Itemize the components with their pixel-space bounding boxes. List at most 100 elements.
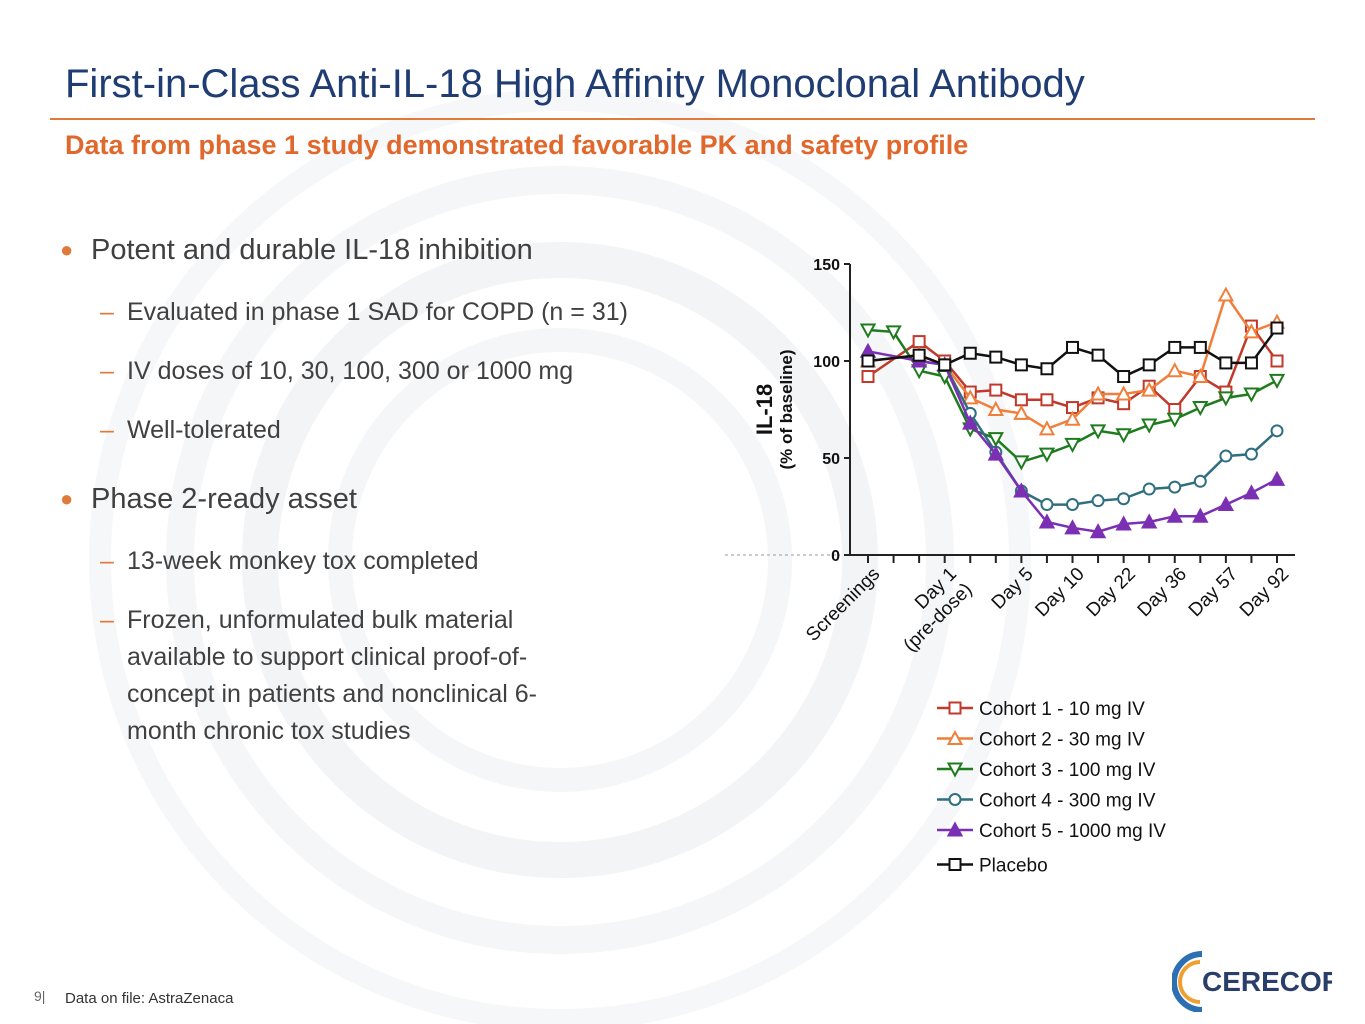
data-point	[1115, 428, 1132, 444]
series-line	[867, 323, 1279, 412]
legend-marker	[946, 729, 964, 745]
data-point	[1168, 340, 1182, 354]
data-point	[1115, 515, 1132, 531]
data-point	[938, 358, 952, 372]
data-point	[1270, 424, 1284, 438]
data-point	[1243, 387, 1260, 403]
sub-bullet-text: Evaluated in phase 1 SAD for COPD (n = 3…	[127, 298, 628, 326]
data-point	[989, 350, 1003, 364]
bullet-item: ● Potent and durable IL-18 inhibition	[60, 228, 700, 272]
y-axis-title: IL-18	[752, 384, 777, 435]
legend-item: Cohort 3 - 100 mg IV	[937, 760, 1156, 781]
data-point	[1192, 507, 1209, 523]
dash-icon: –	[100, 416, 114, 444]
data-point	[1064, 519, 1081, 535]
data-point	[1243, 484, 1260, 500]
x-tick-label: Day 10	[1031, 564, 1088, 621]
y-axis-subtitle: (% of baseline)	[777, 350, 796, 470]
data-point	[1166, 362, 1183, 378]
data-point	[1064, 437, 1081, 454]
sub-bullet-text: Frozen, unformulated bulk material avail…	[127, 606, 537, 745]
data-point	[1115, 385, 1132, 401]
data-point	[1268, 373, 1286, 389]
y-tick-label: 50	[822, 451, 840, 468]
data-point	[1040, 362, 1054, 376]
data-point	[1193, 474, 1207, 488]
data-point	[1166, 412, 1183, 428]
bullet-item: ● Phase 2-ready asset	[60, 477, 700, 521]
sub-bullet-item: – 13-week monkey tox completed	[60, 543, 700, 580]
data-point	[987, 432, 1004, 448]
dash-icon: –	[100, 298, 114, 326]
series-6	[861, 321, 1284, 384]
sub-bullet-item: – IV doses of 10, 30, 100, 300 or 1000 m…	[60, 353, 700, 390]
y-tick-label: 100	[813, 354, 840, 371]
data-point	[1091, 494, 1105, 508]
x-tick-label-group: Screenings	[802, 564, 884, 646]
x-tick-label: Day 57	[1185, 564, 1242, 621]
sub-bullet-item: – Well-tolerated	[60, 412, 700, 449]
legend-item: Cohort 1 - 10 mg IV	[937, 699, 1145, 720]
data-point	[1014, 358, 1028, 372]
legend-label: Cohort 5 - 1000 mg IV	[979, 821, 1166, 842]
data-point	[1038, 447, 1056, 463]
legend-item: Cohort 4 - 300 mg IV	[937, 791, 1156, 812]
slide-subtitle: Data from phase 1 study demonstrated fav…	[65, 130, 969, 160]
legend-label: Cohort 3 - 100 mg IV	[979, 760, 1156, 781]
data-point	[1166, 507, 1183, 523]
series-3	[859, 323, 1286, 471]
data-point	[1117, 492, 1131, 506]
sub-bullet-item: – Evaluated in phase 1 SAD for COPD (n =…	[60, 294, 700, 331]
data-point	[1038, 513, 1056, 529]
data-point	[1219, 356, 1233, 370]
data-point	[1089, 523, 1107, 539]
data-point	[912, 335, 926, 349]
data-point	[1040, 498, 1054, 512]
data-point	[1243, 323, 1260, 339]
data-point	[861, 354, 875, 368]
data-point	[1091, 348, 1105, 362]
data-point	[1141, 418, 1158, 434]
legend-label: Placebo	[979, 856, 1048, 877]
data-point	[1217, 391, 1235, 407]
x-tick-label: Day 36	[1134, 564, 1191, 621]
data-point	[1244, 447, 1258, 461]
data-point	[1014, 393, 1028, 407]
data-point	[861, 370, 875, 384]
data-point	[1142, 482, 1156, 496]
y-tick-label: 150	[813, 257, 840, 274]
legend-item: Placebo	[937, 856, 1048, 877]
data-point	[1244, 356, 1258, 370]
series-line	[867, 327, 1279, 378]
data-point	[1168, 480, 1182, 494]
data-point	[1064, 410, 1081, 426]
data-point	[912, 348, 926, 362]
legend-item: Cohort 5 - 1000 mg IV	[937, 821, 1166, 842]
x-tick-label-group: Day 92	[1236, 564, 1293, 621]
data-point	[885, 325, 902, 341]
data-point	[989, 383, 1003, 397]
data-point	[1217, 286, 1235, 302]
sub-bullet-text: Well-tolerated	[127, 416, 281, 444]
data-point	[1089, 385, 1107, 401]
sub-bullet-text: 13-week monkey tox completed	[127, 547, 479, 575]
data-point	[1066, 340, 1079, 354]
bullet-list: ● Potent and durable IL-18 inhibition – …	[60, 228, 700, 750]
data-point	[1193, 340, 1207, 354]
legend-marker	[948, 701, 962, 715]
slide-title: First-in-Class Anti-IL-18 High Affinity …	[65, 62, 1085, 106]
data-point	[1013, 455, 1030, 471]
x-tick-label-group: Day 10	[1031, 564, 1088, 621]
data-point	[1117, 370, 1131, 384]
data-point	[962, 389, 979, 405]
y-tick-label: 0	[831, 548, 840, 565]
bullet-text: Potent and durable IL-18 inhibition	[91, 234, 533, 266]
cerecor-logo: CERECOR	[1172, 951, 1332, 1012]
sub-bullet-item: – Frozen, unformulated bulk material ava…	[60, 602, 577, 750]
legend-label: Cohort 1 - 10 mg IV	[979, 699, 1145, 720]
legend-marker	[948, 858, 962, 871]
legend-label: Cohort 4 - 300 mg IV	[979, 791, 1156, 812]
footnote: Data on file: AstraZenaca	[65, 990, 234, 1007]
legend-marker	[946, 762, 964, 778]
